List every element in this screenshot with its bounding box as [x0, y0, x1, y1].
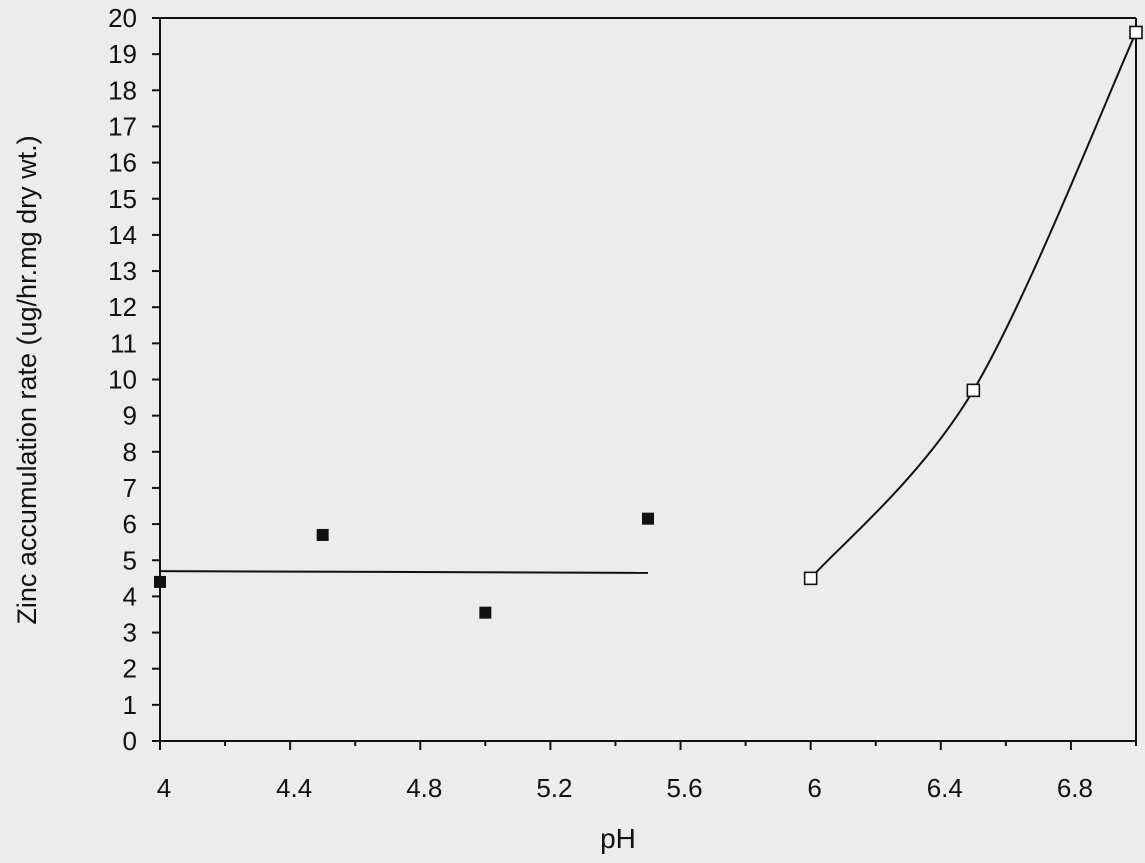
y-tick-label: 7 — [123, 473, 137, 503]
y-tick-label: 1 — [123, 690, 137, 720]
y-tick-label: 14 — [108, 220, 137, 250]
y-tick-label: 0 — [123, 726, 137, 756]
y-tick-label: 19 — [108, 39, 137, 69]
x-tick-label: 6.4 — [927, 773, 963, 803]
y-tick-label: 12 — [108, 292, 137, 322]
series-2-line — [809, 32, 1137, 579]
plot-frame — [159, 17, 1137, 742]
plot-area — [154, 25, 1143, 619]
y-tick-label: 11 — [110, 328, 137, 358]
y-tick-label: 18 — [108, 75, 137, 105]
x-tick-label: 4.4 — [276, 773, 312, 803]
series-1-point — [316, 528, 329, 541]
x-axis: 4 4.4 4.8 5.2 5.6 6 6.4 6.8 — [157, 741, 1137, 803]
series-2-point — [1129, 25, 1143, 40]
x-axis-label: pH — [600, 823, 636, 854]
series-2-point — [966, 383, 981, 398]
x-tick-label: 4.8 — [406, 773, 442, 803]
y-tick-label: 13 — [108, 256, 137, 286]
x-tick-label: 4 — [157, 773, 171, 803]
y-tick-label: 5 — [123, 545, 137, 575]
series-1-point — [479, 606, 492, 619]
y-tick-label: 16 — [108, 148, 137, 178]
y-tick-label: 17 — [108, 111, 137, 141]
series-1-point — [642, 512, 654, 525]
series-1-point — [154, 575, 166, 588]
series-2-point — [803, 571, 818, 586]
y-tick-label: 15 — [108, 184, 137, 214]
y-tick-label: 3 — [123, 618, 137, 648]
y-axis-label: Zinc accumulation rate (ug/hr.mg dry wt.… — [12, 135, 42, 624]
x-tick-label: 6.8 — [1057, 773, 1093, 803]
y-tick-label: 10 — [108, 365, 137, 395]
y-tick-label: 9 — [123, 401, 137, 431]
y-tick-label: 4 — [123, 581, 137, 611]
y-tick-label: 8 — [123, 437, 137, 467]
y-tick-label: 2 — [123, 654, 137, 684]
series-1-fit-line — [159, 570, 649, 574]
x-tick-label: 6 — [807, 773, 821, 803]
x-tick-label: 5.6 — [666, 773, 702, 803]
y-tick-label: 20 — [108, 3, 137, 33]
x-tick-label: 5.2 — [536, 773, 572, 803]
y-tick-label: 6 — [123, 509, 137, 539]
